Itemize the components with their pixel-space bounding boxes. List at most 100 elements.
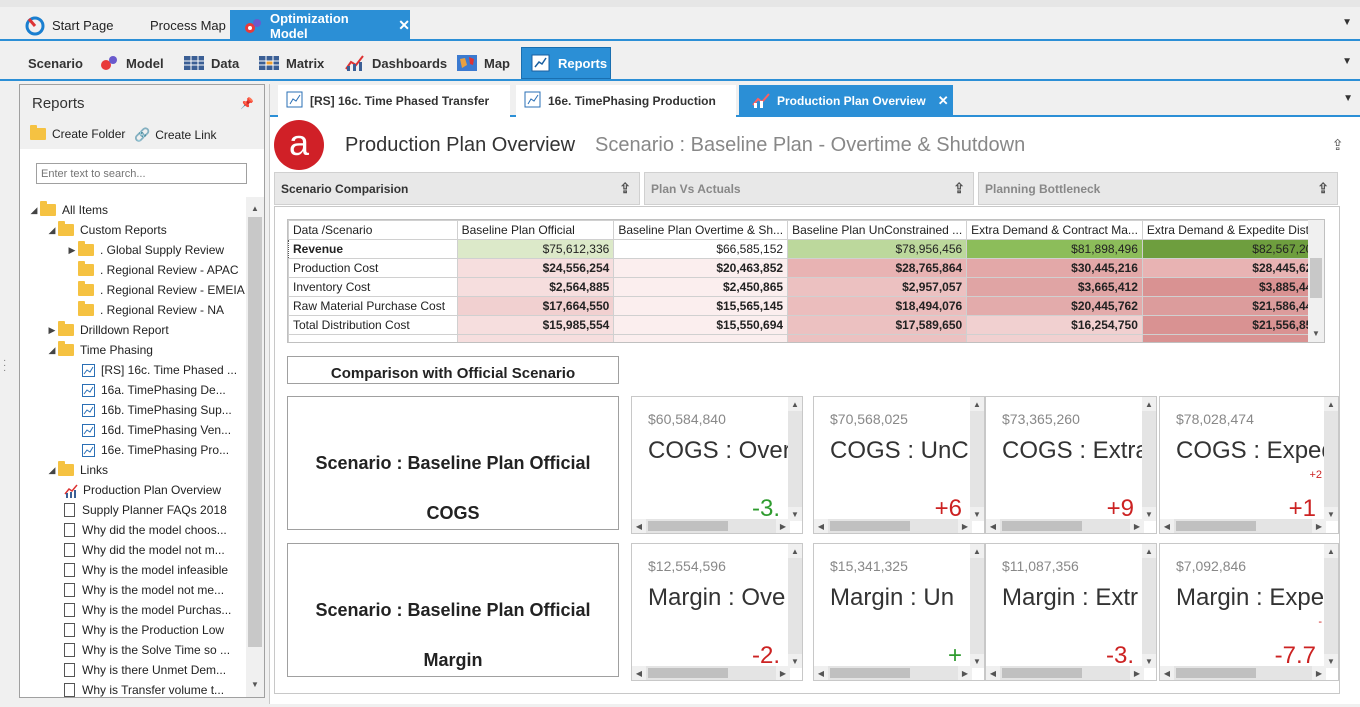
menu-map[interactable]: Map: [456, 47, 510, 79]
horizontal-scrollbar[interactable]: ◀ ▶: [986, 666, 1144, 680]
horizontal-scrollbar[interactable]: ◀ ▶: [1160, 666, 1326, 680]
export-icon[interactable]: ⇪: [1317, 180, 1329, 196]
vertical-scrollbar[interactable]: ▲ ▼: [970, 544, 984, 668]
section-plan-vs-actuals[interactable]: Plan Vs Actuals ⇪: [644, 172, 974, 205]
tree-item[interactable]: . Regional Review - APAC: [66, 260, 239, 280]
menu-matrix[interactable]: Matrix: [258, 47, 324, 79]
tab-report-16e[interactable]: 16e. TimePhasing Production: [516, 85, 736, 117]
scroll-down-icon[interactable]: ▼: [251, 679, 259, 689]
scrollbar-thumb[interactable]: [1002, 668, 1082, 678]
create-link-button[interactable]: 🔗 Create Link: [134, 127, 217, 143]
tree-item[interactable]: Why is the model infeasible: [64, 560, 228, 580]
table-cell[interactable]: $2,957,057: [787, 277, 968, 297]
scroll-down-icon[interactable]: ▼: [970, 507, 984, 521]
section-planning-bottleneck[interactable]: Planning Bottleneck ⇪: [978, 172, 1338, 205]
tree-item[interactable]: Production Plan Overview: [64, 480, 221, 500]
scroll-down-icon[interactable]: ▼: [788, 654, 802, 668]
expand-arrow-icon[interactable]: ▶: [68, 244, 76, 255]
tree-item[interactable]: . Regional Review - EMEIA: [66, 280, 245, 300]
vertical-scrollbar[interactable]: ▲ ▼: [1142, 544, 1156, 668]
scroll-right-icon[interactable]: ▶: [958, 666, 972, 680]
table-cell[interactable]: $21,556,850: [1141, 315, 1324, 335]
tab-report-16c[interactable]: [RS] 16c. Time Phased Transfer: [278, 85, 510, 117]
table-cell[interactable]: $24,556,254: [456, 258, 615, 278]
column-header[interactable]: Baseline Plan Official: [456, 220, 615, 240]
tree-item[interactable]: Why did the model choos...: [64, 520, 227, 540]
table-cell[interactable]: $3,885,440: [1141, 277, 1324, 297]
column-header[interactable]: Data /Scenario: [288, 220, 458, 240]
tree-item[interactable]: [RS] 16c. Time Phased ...: [82, 360, 237, 380]
scroll-down-icon[interactable]: ▼: [1312, 328, 1320, 338]
scroll-up-icon[interactable]: ▲: [1142, 544, 1156, 558]
splitter-grip-icon[interactable]: · · ·: [3, 355, 7, 376]
column-header[interactable]: Baseline Plan UnConstrained ...: [787, 220, 968, 240]
horizontal-scrollbar[interactable]: ◀ ▶: [814, 519, 972, 533]
create-folder-button[interactable]: Create Folder: [30, 125, 125, 141]
horizontal-scrollbar[interactable]: ◀ ▶: [986, 519, 1144, 533]
column-header[interactable]: Baseline Plan Overtime & Sh...: [613, 220, 789, 240]
menu-dropdown-icon[interactable]: ▼: [1342, 56, 1352, 67]
scrollbar-thumb[interactable]: [1002, 521, 1082, 531]
scrollbar-thumb[interactable]: [1176, 521, 1256, 531]
scrollbar-thumb[interactable]: [830, 668, 910, 678]
tree-item[interactable]: 16d. TimePhasing Ven...: [82, 420, 231, 440]
scroll-left-icon[interactable]: ◀: [986, 666, 1000, 680]
scroll-right-icon[interactable]: ▶: [1130, 519, 1144, 533]
table-row[interactable]: Revenue $75,612,336 $66,585,152 $78,956,456…: [288, 239, 1324, 259]
scrollbar-thumb[interactable]: [1176, 668, 1256, 678]
scroll-left-icon[interactable]: ◀: [1160, 666, 1174, 680]
scroll-left-icon[interactable]: ◀: [632, 666, 646, 680]
close-icon[interactable]: ✕: [398, 17, 410, 33]
tree-item[interactable]: ◢ Links: [46, 460, 108, 480]
tab-optimization-model[interactable]: Optimization Model ✕: [230, 10, 410, 41]
scrollbar-thumb[interactable]: [648, 668, 728, 678]
table-cell[interactable]: $3,665,412: [966, 277, 1143, 297]
tree-item[interactable]: 16a. TimePhasing De...: [82, 380, 226, 400]
scroll-right-icon[interactable]: ▶: [1312, 666, 1326, 680]
tree-item[interactable]: ◢ All Items: [28, 200, 108, 220]
vertical-scrollbar[interactable]: ▲ ▼: [1324, 544, 1338, 668]
tree-item[interactable]: Why is the model Purchas...: [64, 600, 231, 620]
tab-start-page[interactable]: Start Page: [24, 10, 124, 41]
scroll-right-icon[interactable]: ▶: [1312, 519, 1326, 533]
scroll-down-icon[interactable]: ▼: [1324, 507, 1338, 521]
scroll-down-icon[interactable]: ▼: [1324, 654, 1338, 668]
close-icon[interactable]: ✕: [937, 93, 949, 108]
table-cell[interactable]: $81,898,496: [966, 239, 1143, 259]
tree-item[interactable]: Why is the Production Low: [64, 620, 224, 640]
export-icon[interactable]: ⇪: [619, 180, 631, 196]
tree-item[interactable]: ◢ Custom Reports: [46, 220, 167, 240]
scroll-left-icon[interactable]: ◀: [986, 519, 1000, 533]
report-tabs-dropdown-icon[interactable]: ▼: [1343, 93, 1353, 104]
table-cell[interactable]: $2,564,885: [456, 277, 615, 297]
tree-item[interactable]: ▶ Drilldown Report: [46, 320, 169, 340]
scroll-right-icon[interactable]: ▶: [1130, 666, 1144, 680]
scroll-down-icon[interactable]: ▼: [1142, 507, 1156, 521]
table-cell[interactable]: $20,463,852: [613, 258, 789, 278]
pin-icon[interactable]: 📌: [240, 98, 254, 110]
table-cell[interactable]: $2,450,865: [613, 277, 789, 297]
tab-process-map[interactable]: Process Map: [150, 10, 230, 41]
column-header[interactable]: Extra Demand & Contract Ma...: [966, 220, 1143, 240]
tab-dropdown-icon[interactable]: ▼: [1342, 17, 1352, 28]
scroll-left-icon[interactable]: ◀: [814, 519, 828, 533]
tab-production-plan-overview[interactable]: Production Plan Overview ✕: [739, 85, 953, 117]
scroll-up-icon[interactable]: ▲: [1324, 397, 1338, 411]
table-cell[interactable]: $30,445,216: [966, 258, 1143, 278]
table-cell[interactable]: $20,445,762: [966, 296, 1143, 316]
table-cell[interactable]: $17,589,650: [787, 315, 968, 335]
scroll-right-icon[interactable]: ▶: [776, 666, 790, 680]
table-cell[interactable]: $66,585,152: [613, 239, 789, 259]
vertical-scrollbar[interactable]: ▲ ▼: [788, 397, 802, 521]
vertical-scrollbar[interactable]: ▲ ▼: [1324, 397, 1338, 521]
tree-item[interactable]: Why did the model not m...: [64, 540, 225, 560]
collapse-arrow-icon[interactable]: ◢: [48, 464, 56, 475]
table-cell[interactable]: $21,586,444: [1141, 296, 1324, 316]
scrollbar-thumb[interactable]: [830, 521, 910, 531]
table-row[interactable]: Total Distribution Cost $15,985,554 $15,55…: [288, 315, 1324, 335]
menu-data[interactable]: Data: [183, 47, 239, 79]
tree-item[interactable]: ▶ . Global Supply Review: [66, 240, 224, 260]
collapse-arrow-icon[interactable]: ◢: [48, 344, 56, 355]
tree-item[interactable]: 16e. TimePhasing Pro...: [82, 440, 229, 460]
column-header[interactable]: Extra Demand & Expedite Dist...: [1141, 220, 1324, 240]
